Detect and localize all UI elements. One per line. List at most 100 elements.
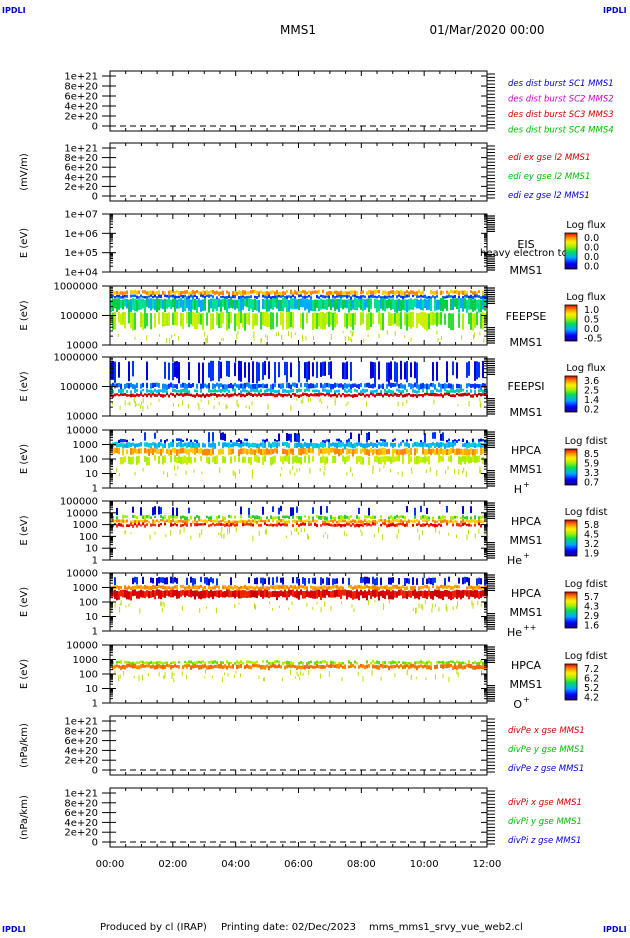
spectrogram-cell [200, 447, 202, 454]
spectrogram-cell [262, 590, 264, 599]
spectrogram-cell [170, 290, 172, 295]
spectrogram-cell [114, 577, 116, 586]
spectrogram-cell [230, 584, 232, 590]
spectrogram-cell [178, 298, 180, 309]
spectrogram-cell [158, 672, 160, 677]
spectrogram-cell [362, 312, 364, 324]
spectrogram-cell [224, 442, 226, 447]
spectrogram-cell [342, 662, 344, 665]
spectrogram-cell [474, 393, 476, 396]
spectrogram-cell [296, 299, 298, 309]
spectrogram-cell [440, 590, 442, 599]
spectrogram-cell [198, 394, 200, 397]
spectrogram-cell [112, 361, 114, 380]
spectrogram-cell [336, 295, 338, 298]
spectrogram-cell [310, 296, 312, 299]
spectrogram-cell [302, 520, 304, 523]
spectrogram-cell [306, 586, 308, 591]
spectrogram-cell [258, 299, 260, 313]
spectrogram-cell [244, 590, 246, 598]
spectrogram-cell [180, 448, 182, 454]
spectrogram-cell [272, 664, 274, 668]
spectrogram-cell [140, 585, 142, 590]
spectrogram-cell [396, 523, 398, 527]
spectrogram-cell [330, 591, 332, 598]
spectrogram-cell [206, 577, 208, 586]
spectrogram-cell [404, 590, 406, 599]
spectrogram-cell [424, 661, 426, 665]
spectrogram-cell [116, 298, 118, 312]
spectrogram-cell [270, 393, 272, 396]
spectrogram-cell [118, 439, 120, 443]
spectrogram-cell [342, 586, 344, 591]
spectrogram-cell [398, 528, 400, 534]
spectrogram-cell [432, 432, 434, 439]
spectrogram-cell [222, 432, 224, 441]
spectrogram-cell [120, 443, 122, 447]
y-axis-label: E (eV) [19, 444, 30, 474]
spectrogram-cell [226, 384, 228, 390]
spectrogram-cell [348, 516, 350, 521]
spectrogram-cell [252, 523, 254, 527]
spectrogram-cell [173, 678, 175, 683]
spectrogram-cell [328, 664, 330, 668]
spectrogram-cell [146, 664, 148, 668]
spectrogram-cell [404, 362, 406, 380]
y-tick-label: 0 [92, 838, 98, 849]
spectrogram-cell [310, 523, 312, 526]
spectrogram-cell [356, 520, 358, 524]
spectrogram-cell [286, 312, 288, 330]
spectrogram-cell [342, 516, 344, 520]
y-tick-label: 10000 [66, 508, 98, 519]
spectrogram-cell [126, 390, 128, 393]
spectrogram-cell [344, 519, 346, 523]
spectrogram-cell [342, 589, 344, 596]
spectrogram-cell [312, 362, 314, 377]
spectrogram-cell [269, 601, 271, 604]
spectrogram-cell [424, 312, 426, 330]
spectrogram-cell [400, 589, 402, 596]
spectrogram-cell [248, 449, 250, 454]
spectrogram-cell [161, 607, 163, 613]
spectrogram-cell [466, 440, 468, 444]
spectrogram-cell [264, 455, 266, 462]
spectrogram-cell [338, 589, 340, 598]
spectrogram-cell [384, 388, 386, 393]
spectrogram-cell [478, 455, 480, 463]
spectrogram-cell [400, 449, 402, 455]
spectrogram-cell [120, 291, 122, 295]
spectrogram-cell [204, 519, 206, 523]
spectrogram-cell [376, 443, 378, 449]
spectrogram-cell [360, 291, 362, 295]
spectrogram-cell [322, 515, 324, 519]
spectrogram-cell [114, 590, 116, 599]
spectrogram-cell [312, 383, 314, 389]
spectrogram-cell [462, 438, 464, 442]
spectrogram-cell [466, 663, 468, 668]
spectrogram-cell [392, 455, 394, 463]
spectrogram-cell [210, 360, 212, 382]
spectrogram-cell [200, 399, 202, 402]
spectrogram-cell [372, 660, 374, 663]
spectrogram-cell [326, 439, 328, 442]
spectrogram-cell [178, 519, 180, 523]
spectrogram-cell [246, 299, 248, 308]
spectrogram-cell [244, 296, 246, 299]
spectrogram-cell [232, 295, 234, 299]
spectrogram-cell [374, 394, 376, 398]
spectrogram-cell [118, 586, 120, 591]
spectrogram-cell [428, 393, 430, 396]
spectrogram-cell [390, 390, 392, 394]
spectrogram-cell [344, 294, 346, 298]
spectrogram-cell [183, 527, 185, 533]
spectrogram-band [110, 441, 488, 450]
spectrogram-cell [326, 661, 328, 665]
spectrogram-cell [130, 457, 132, 465]
spectrogram-cell [388, 590, 390, 600]
spectrogram-cell [350, 584, 352, 589]
spectrogram-cell [440, 456, 442, 462]
spectrogram-cell [376, 520, 378, 525]
spectrogram-cell [164, 294, 166, 297]
spectrogram-cell [406, 442, 408, 447]
